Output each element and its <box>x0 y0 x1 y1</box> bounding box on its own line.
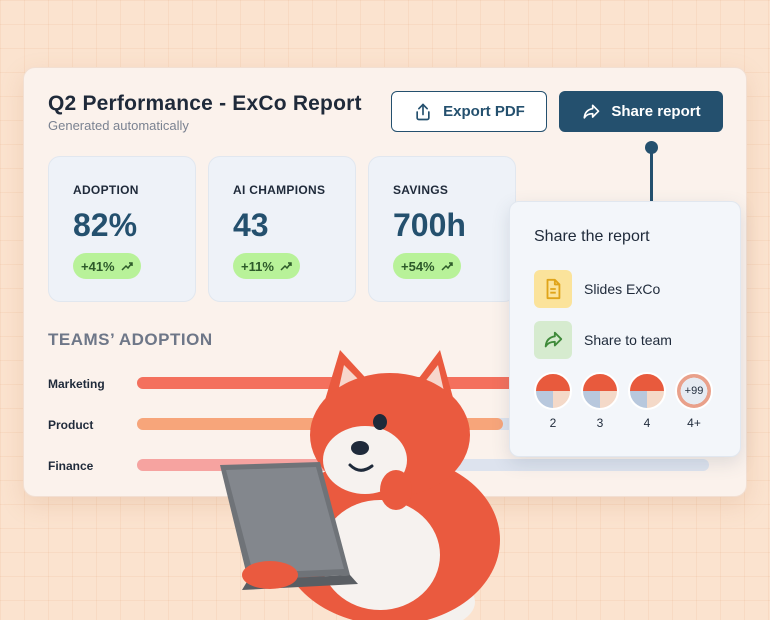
avatar-group[interactable]: +99 4+ <box>675 372 713 430</box>
stat-change: +11% <box>241 258 274 274</box>
stat-label: ADOPTION <box>73 183 139 197</box>
connector-dot <box>645 141 658 154</box>
team-label-product: Product <box>48 418 94 432</box>
stat-card-savings: SAVINGS 700h +54% <box>368 156 516 302</box>
avatar-group[interactable]: 2 <box>534 372 572 430</box>
avatar <box>581 372 619 410</box>
share-popup-title: Share the report <box>534 228 650 245</box>
document-icon <box>534 270 572 308</box>
share-option-team[interactable]: Share to team <box>534 321 672 359</box>
avatar-count: 4 <box>643 416 651 430</box>
stat-value: 43 <box>233 207 269 243</box>
report-title: Q2 Performance - ExCo Report <box>48 92 362 115</box>
share-option-label: Share to team <box>584 332 672 348</box>
stat-card-adoption: ADOPTION 82% +41% <box>48 156 196 302</box>
share-arrow-icon <box>583 104 600 119</box>
avatar-group[interactable]: 4 <box>628 372 666 430</box>
trend-up-icon <box>280 262 292 271</box>
stat-change: +41% <box>81 258 115 274</box>
share-report-label: Share report <box>611 103 701 120</box>
avatar-count: 2 <box>549 416 557 430</box>
avatar-count: 4+ <box>687 416 701 430</box>
stat-value: 82% <box>73 207 138 243</box>
trend-up-icon <box>121 262 133 271</box>
avatar <box>628 372 666 410</box>
stat-change-badge: +54% <box>393 253 461 279</box>
export-pdf-button[interactable]: Export PDF <box>391 91 547 132</box>
stat-card-ai-champions: AI CHAMPIONS 43 +11% <box>208 156 356 302</box>
team-label-marketing: Marketing <box>48 377 105 391</box>
trend-up-icon <box>441 262 453 271</box>
stat-change: +54% <box>401 258 435 274</box>
share-popup: Share the report Slides ExCo Share to te… <box>509 201 741 457</box>
avatar <box>534 372 572 410</box>
export-pdf-label: Export PDF <box>443 103 525 120</box>
share-arrow-icon <box>534 321 572 359</box>
stat-change-badge: +11% <box>233 253 300 279</box>
teams-adoption-title: TEAMS’ ADOPTION <box>48 330 213 349</box>
avatar-group[interactable]: 3 <box>581 372 619 430</box>
team-avatars: 2 3 4 +99 4+ <box>534 372 713 430</box>
team-label-finance: Finance <box>48 459 94 473</box>
avatar-count: 3 <box>596 416 604 430</box>
share-option-slides[interactable]: Slides ExCo <box>534 270 660 308</box>
report-subtitle: Generated automatically <box>48 118 189 133</box>
shiba-mascot-illustration <box>220 350 500 620</box>
export-icon <box>416 103 430 120</box>
share-report-button[interactable]: Share report <box>559 91 723 132</box>
stat-label: AI CHAMPIONS <box>233 183 326 197</box>
stat-label: SAVINGS <box>393 183 449 197</box>
connector-line <box>650 148 653 206</box>
avatar-more: +99 <box>675 372 713 410</box>
stat-value: 700h <box>393 207 466 243</box>
share-option-label: Slides ExCo <box>584 281 661 297</box>
stat-change-badge: +41% <box>73 253 141 279</box>
